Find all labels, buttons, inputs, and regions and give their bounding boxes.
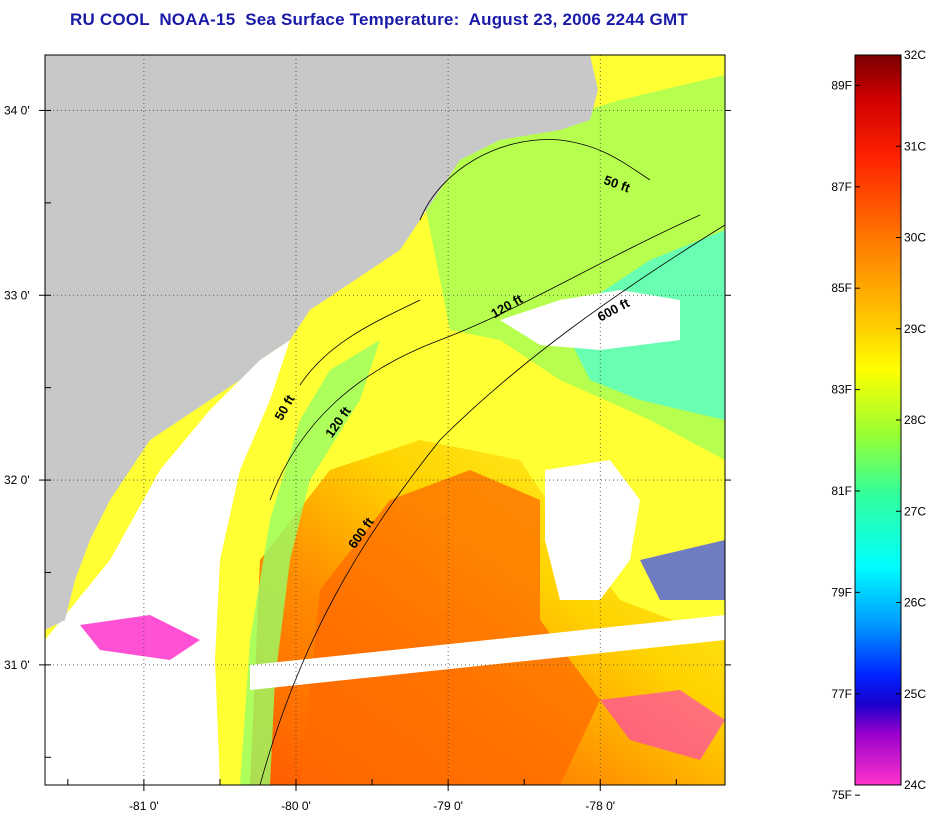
cloud-offshore: [545, 460, 640, 600]
contour-50ft: [299, 139, 651, 386]
colorbar-scale: [854, 54, 902, 786]
celsius-label: 29C: [904, 322, 926, 336]
lat-tick-label: 31 0': [4, 658, 30, 672]
cloud-coastal-strip: [45, 340, 290, 785]
temperature-colorbar: 32C 31C 30C 29C 28C 27C 26C 25C 24C 89F 87F 85F 83F 8…: [831, 48, 926, 800]
fahrenheit-label: 81F: [831, 484, 852, 498]
celsius-label: 30C: [904, 231, 926, 245]
celsius-label: 27C: [904, 504, 926, 518]
contour-600ft: [259, 224, 725, 785]
lat-tick-label: 34 0': [4, 103, 30, 117]
land-area: [45, 55, 598, 630]
celsius-label: 31C: [904, 139, 926, 153]
lon-tick-label: -81 0': [129, 799, 159, 813]
lon-tick-label: -78 0': [585, 799, 615, 813]
swath-gap: [250, 615, 725, 690]
colorbar-labels: 32C 31C 30C 29C 28C 27C 26C 25C 24C 89F 87F 85F 83F 8…: [831, 48, 926, 800]
cold-edge-coastal: [80, 615, 200, 660]
graticule: 34 0' 33 0' 32 0' 31 0' -81 0' -80 0' -79 0' -7…: [4, 55, 731, 813]
fahrenheit-label: 79F: [831, 585, 852, 599]
lat-tick-label: 33 0': [4, 288, 30, 302]
map-title: RU COOL NOAA-15 Sea Surface Temperature:…: [70, 10, 688, 29]
fahrenheit-label: 85F: [831, 281, 852, 295]
cloud-northeast: [500, 290, 680, 350]
fahrenheit-label: 89F: [831, 78, 852, 92]
sst-map: 34 0' 33 0' 32 0' 31 0' -81 0' -80 0' -79 0' -7…: [4, 54, 731, 813]
cold-edge-south: [600, 690, 725, 760]
gulf-stream-core: [300, 470, 600, 785]
lat-tick-label: 32 0': [4, 473, 30, 487]
celsius-label: 25C: [904, 687, 926, 701]
fahrenheit-label: 77F: [831, 687, 852, 701]
cold-edge-east: [640, 540, 725, 600]
fahrenheit-label: 83F: [831, 383, 852, 397]
fahrenheit-label: 75F: [831, 788, 852, 800]
celsius-label: 26C: [904, 596, 926, 610]
contour-120ft: [269, 214, 701, 501]
map-frame: [44, 54, 726, 786]
celsius-label: 24C: [904, 778, 926, 792]
celsius-label: 32C: [904, 48, 926, 62]
fahrenheit-label: 87F: [831, 180, 852, 194]
lon-tick-label: -79 0': [433, 799, 463, 813]
celsius-label: 28C: [904, 413, 926, 427]
lon-tick-label: -80 0': [281, 799, 311, 813]
